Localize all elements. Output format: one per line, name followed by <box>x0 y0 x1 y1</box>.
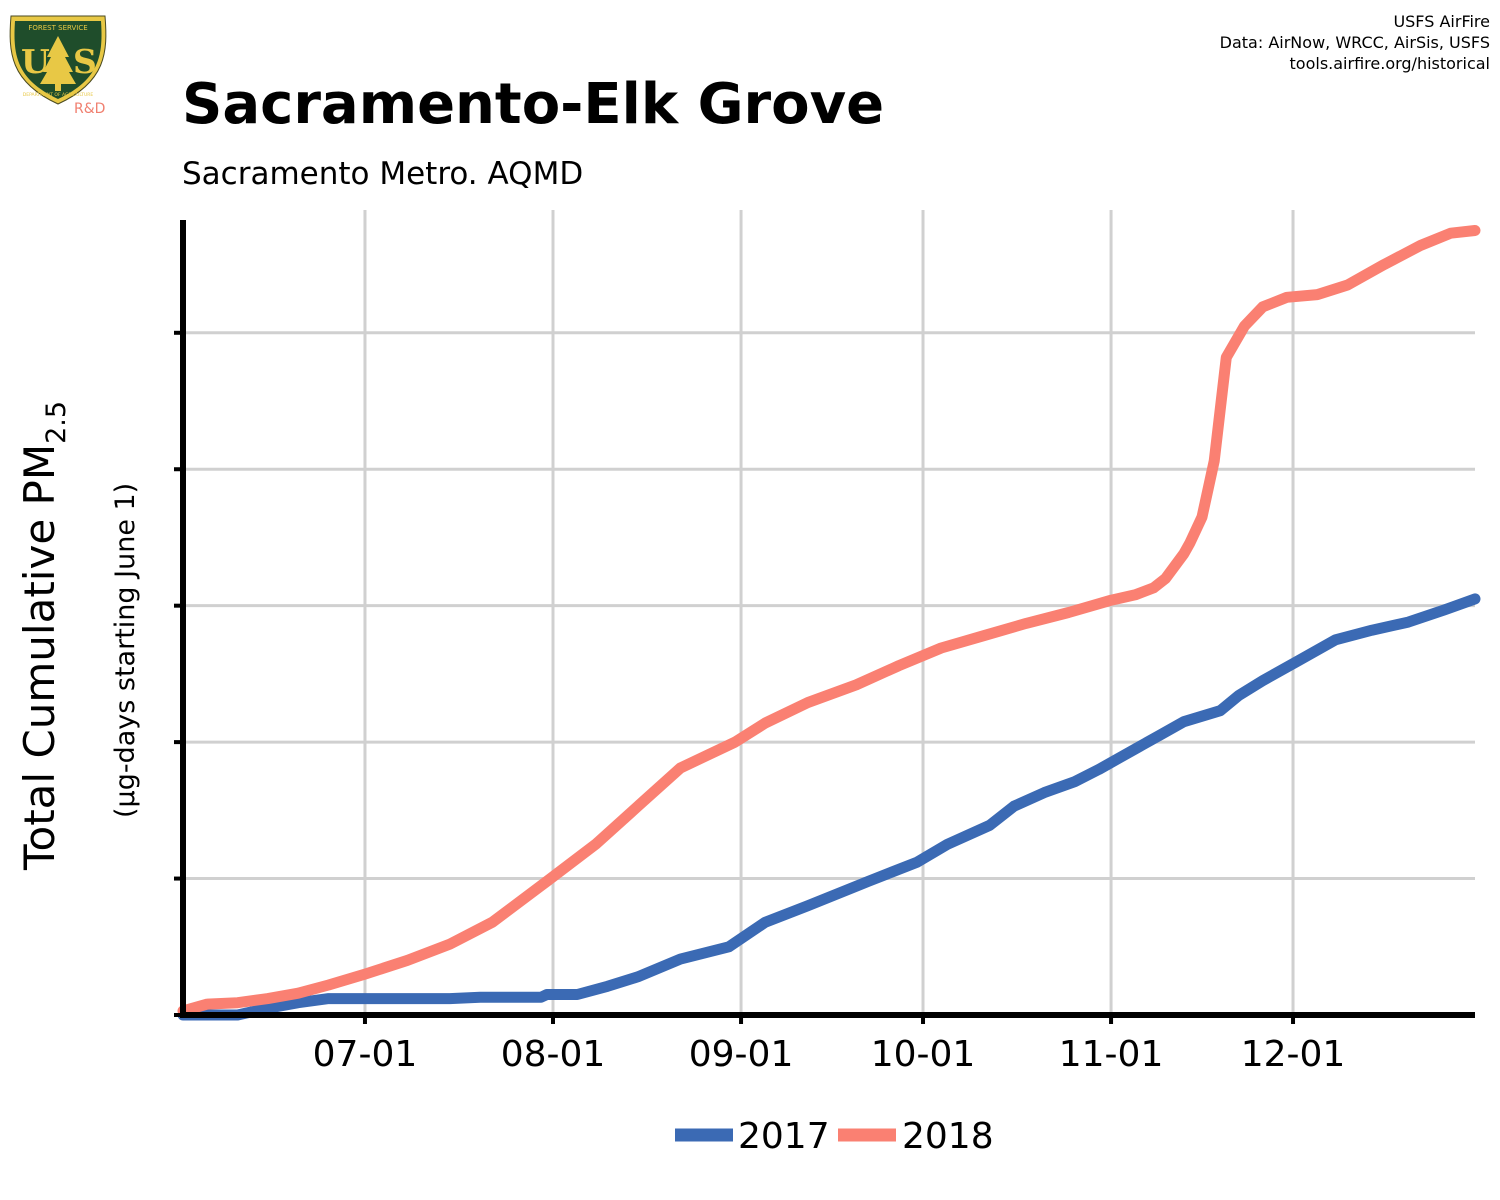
x-tick-label-07-01: 07-01 <box>313 1034 418 1075</box>
logo-top-text: FOREST SERVICE <box>28 24 87 32</box>
x-tick-label-10-01: 10-01 <box>871 1034 976 1075</box>
y-axis-label: Total Cumulative PM2.5 <box>15 401 72 871</box>
x-tick-label-11-01: 11-01 <box>1059 1034 1164 1075</box>
x-tick-label-09-01: 09-01 <box>689 1034 794 1075</box>
tree-icon <box>40 36 76 91</box>
series-lines <box>177 225 1481 1021</box>
y-axis-units-label: (µg-days starting June 1) <box>110 483 141 818</box>
x-tick-labels: 07-01 08-01 09-01 10-01 11-01 12-01 <box>313 1034 1346 1075</box>
y-axis-label-main: Total Cumulative PM <box>15 444 64 871</box>
series-line-2017 <box>177 593 1481 1021</box>
credit-data-sources: Data: AirNow, WRCC, AirSis, USFS <box>1219 33 1490 52</box>
credit-airfire: USFS AirFire <box>1393 12 1490 31</box>
page-subtitle: Sacramento Metro. AQMD <box>182 156 584 192</box>
page-title: Sacramento-Elk Grove <box>182 72 885 137</box>
legend-label-2017: 2017 <box>738 1116 830 1157</box>
legend: 2017 2018 <box>675 1116 994 1157</box>
logo-letter-u: U <box>21 42 50 81</box>
x-tick-label-12-01: 12-01 <box>1241 1034 1346 1075</box>
y-axis-title: Total Cumulative PM2.5 (µg-days starting… <box>15 401 141 871</box>
x-tick-label-08-01: 08-01 <box>501 1034 606 1075</box>
grid-lines <box>183 210 1475 1015</box>
axes <box>174 220 1475 1024</box>
y-axis-label-subscript: 2.5 <box>41 401 72 444</box>
legend-label-2018: 2018 <box>902 1116 994 1157</box>
usfs-logo: U S FOREST SERVICE DEPARTMENT OF AGRICUL… <box>9 15 107 117</box>
logo-bottom-text: DEPARTMENT OF AGRICULTURE <box>23 92 94 98</box>
logo-letter-s: S <box>73 42 97 81</box>
logo-rd-text: R&D <box>74 101 105 117</box>
credit-url: tools.airfire.org/historical <box>1289 54 1490 73</box>
series-line-2018 <box>177 225 1481 1017</box>
